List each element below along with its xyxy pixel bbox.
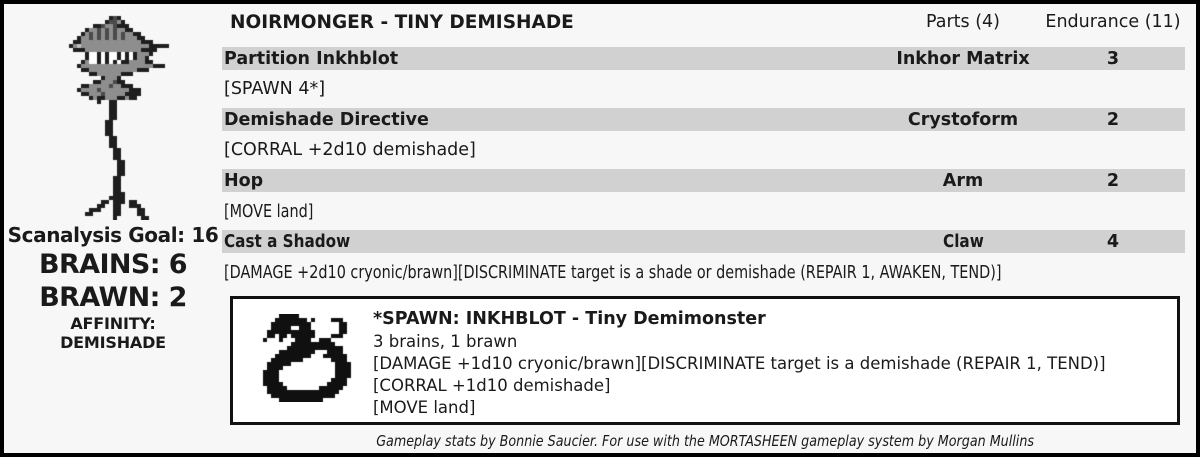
move-table: NOIRMONGER - TINY DEMISHADE Parts (4) En…: [222, 12, 1185, 291]
move-effect-text: [MOVE land]: [224, 200, 314, 222]
credit-line: Gameplay stats by Bonnie Saucier. For us…: [230, 431, 1180, 451]
affinity-value: DEMISHADE: [60, 333, 166, 352]
move-effect-text: [DAMAGE +2d10 cryonic/brawn][DISCRIMINAT…: [224, 261, 1002, 283]
move-part: Arm: [942, 170, 984, 191]
affinity-label: AFFINITY:: [70, 314, 156, 333]
move-name: Hop: [224, 170, 264, 191]
move-row: Partition Inkhblot Inkhor Matrix 3: [222, 47, 1185, 70]
parts-header: Parts (4): [925, 12, 1001, 32]
scanalysis-goal: Scanalysis Goal: 16: [7, 223, 219, 247]
spawn-effect-line: [DAMAGE +1d10 cryonic/brawn][DISCRIMINAT…: [373, 354, 1106, 373]
credit-text: Gameplay stats by Bonnie Saucier. For us…: [376, 432, 1034, 450]
move-row: Cast a Shadow Claw 4: [222, 230, 1185, 253]
move-effect-text: [CORRAL +2d10 demishade]: [224, 140, 476, 160]
move-value: 4: [1106, 231, 1120, 252]
spawn-title: *SPAWN: INKHBLOT - Tiny Demimonster: [373, 309, 766, 329]
spawn-box: *SPAWN: INKHBLOT - Tiny Demimonster 3 br…: [230, 296, 1180, 425]
move-name: Cast a Shadow: [224, 231, 351, 252]
move-value: 3: [1106, 48, 1120, 69]
move-value: 2: [1106, 170, 1120, 191]
move-part: Inkhor Matrix: [896, 48, 1030, 69]
move-effect: [SPAWN 4*]: [222, 70, 1185, 108]
spawn-effect-line: [CORRAL +1d10 demishade]: [373, 376, 611, 395]
move-name: Partition Inkhblot: [224, 48, 399, 69]
inkhblot-creature-image: [259, 314, 355, 402]
brains-stat: BRAINS: 6: [39, 249, 188, 280]
spawn-text-block: *SPAWN: INKHBLOT - Tiny Demimonster 3 br…: [373, 307, 1171, 419]
move-effect: [MOVE land]: [222, 192, 1185, 230]
move-row: Demishade Directive Crystoform 2: [222, 108, 1185, 131]
left-stats-panel: Scanalysis Goal: 16 BRAINS: 6 BRAWN: 2 A…: [4, 222, 222, 352]
move-effect: [CORRAL +2d10 demishade]: [222, 131, 1185, 169]
spawn-effect-line: [MOVE land]: [373, 398, 476, 417]
card-title: NOIRMONGER - TINY DEMISHADE: [230, 12, 574, 33]
noirmonger-creature-image: [57, 12, 193, 220]
move-value: 2: [1106, 109, 1120, 130]
endurance-header: Endurance (11): [1045, 12, 1181, 32]
move-effect-text: [SPAWN 4*]: [224, 79, 326, 99]
table-header: NOIRMONGER - TINY DEMISHADE Parts (4) En…: [222, 12, 1185, 47]
move-part: Claw: [942, 231, 984, 252]
move-row: Hop Arm 2: [222, 169, 1185, 192]
brawn-stat: BRAWN: 2: [39, 282, 187, 313]
move-name: Demishade Directive: [224, 109, 429, 130]
move-effect: [DAMAGE +2d10 cryonic/brawn][DISCRIMINAT…: [222, 253, 1185, 291]
spawn-stats: 3 brains, 1 brawn: [373, 332, 518, 351]
move-part: Crystoform: [907, 109, 1019, 130]
